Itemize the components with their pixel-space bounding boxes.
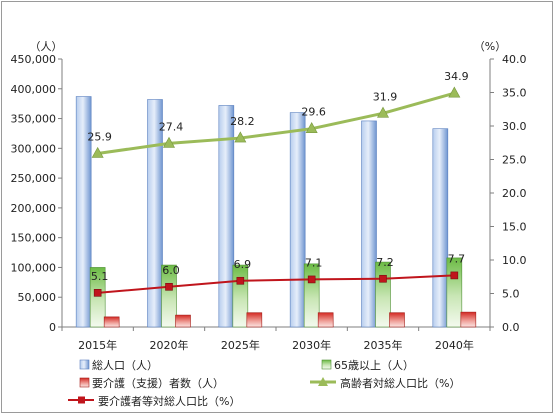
bar-care-needed: [460, 311, 477, 328]
bar-care-needed: [103, 316, 120, 328]
data-label-care-ratio: 7.7: [448, 252, 466, 265]
marker-elderly-ratio: [305, 122, 318, 133]
marker-elderly-ratio: [376, 106, 390, 118]
x-tick-label: 2020年: [150, 338, 189, 352]
x-tick-label: 2040年: [435, 338, 474, 352]
y-left-tick-label: 450,000: [11, 53, 57, 66]
y-left-tick-label: 350,000: [11, 113, 57, 126]
x-tick-label: 2015年: [78, 338, 117, 352]
data-label-care-ratio: 5.1: [91, 270, 109, 283]
y-left-tick-label: 200,000: [11, 202, 57, 215]
data-label-elderly-ratio: 28.2: [230, 115, 255, 128]
data-label-elderly-ratio: 34.9: [444, 70, 469, 83]
bar-aged-65-plus: [161, 264, 177, 328]
lines: 25.9 27.4 28.2 29.6 31.9 34.9 5.1 6.0 6.9 7.1 7.2 7…: [87, 70, 469, 297]
bar-total-population: [75, 96, 92, 328]
marker-care-ratio: [379, 274, 387, 283]
legend-marker: [318, 377, 328, 386]
marker-elderly-ratio: [448, 86, 461, 98]
data-label-care-ratio: 6.0: [162, 264, 180, 277]
marker-elderly-ratio: [162, 136, 176, 148]
x-tick-labels: 2015年 2020年 2025年 2030年 2035年 2040年: [78, 338, 474, 352]
x-tick-label: 2035年: [364, 338, 403, 352]
y-left-tick-label: 300,000: [11, 142, 57, 155]
data-label-elderly-ratio: 25.9: [87, 130, 112, 143]
bar-care-needed: [317, 312, 334, 328]
x-tick-label: 2025年: [221, 338, 260, 352]
x-tick-label: 2030年: [292, 338, 331, 352]
y-left-tick-label: 250,000: [11, 172, 57, 185]
y-right-tick-label: 30.0: [502, 120, 527, 133]
bar-aged-65-plus: [303, 263, 320, 328]
bar-aged-65-plus: [446, 257, 463, 328]
y-right-tick-labels: 0.0 5.0 10.0 15.0 20.0 25.0 30.0 35.0 40.0: [502, 53, 527, 334]
line-care-ratio: [97, 274, 455, 294]
legend-label: 要介護者等対総人口比（%）: [98, 394, 240, 408]
y-right-tick-label: 35.0: [502, 87, 527, 100]
legend-swatch: [79, 359, 90, 370]
y-right-tick-label: 20.0: [502, 187, 527, 200]
y-right-tick-label: 0.0: [502, 321, 520, 334]
data-label-care-ratio: 7.1: [305, 256, 323, 269]
legend-label: 総人口（人）: [92, 358, 158, 372]
y-left-tick-label: 150,000: [11, 232, 57, 245]
y-right-tick-label: 10.0: [502, 254, 527, 267]
legend-label: 要介護（支援）者数（人）: [92, 376, 224, 390]
bar-total-population: [361, 120, 377, 328]
y-right-tick-label: 5.0: [502, 288, 520, 301]
bar-aged-65-plus: [232, 264, 249, 328]
y-left-tick-labels: 0 50,000 100,000 150,000 200,000 250,000 300,0…: [11, 53, 57, 334]
y-right-tick-label: 25.0: [502, 154, 527, 167]
marker-care-ratio: [450, 271, 459, 280]
marker-care-ratio: [165, 282, 173, 291]
bar-aged-65-plus: [375, 261, 391, 328]
marker-care-ratio: [236, 276, 245, 285]
bar-total-population: [147, 99, 163, 328]
line-elderly-ratio: [97, 91, 455, 155]
bar-care-needed: [246, 312, 263, 328]
data-label-elderly-ratio: 29.6: [301, 106, 326, 119]
marker-care-ratio: [93, 289, 102, 297]
data-label-elderly-ratio: 31.9: [373, 90, 398, 103]
bar-care-needed: [175, 314, 191, 328]
legend-marker: [78, 396, 85, 404]
bars: [75, 96, 477, 328]
legend-swatch: [321, 359, 332, 370]
y-right-unit: （%）: [474, 40, 506, 53]
y-left-tick-label: 0: [49, 321, 56, 334]
legend: 総人口（人） 65歳以上（人） 要介護（支援）者数（人） 高齢者対総人口比（%） 要介護…: [68, 358, 460, 408]
bar-total-population: [218, 105, 235, 328]
marker-elderly-ratio: [91, 146, 104, 158]
bar-care-needed: [389, 312, 405, 328]
y-left-unit: （人）: [30, 40, 63, 53]
data-label-care-ratio: 7.2: [376, 256, 394, 269]
data-label-care-ratio: 6.9: [234, 258, 252, 271]
y-left-tick-label: 50,000: [18, 291, 57, 304]
y-right-tick-label: 40.0: [502, 53, 527, 66]
legend-label: 65歳以上（人）: [334, 359, 414, 372]
axes: [58, 58, 494, 331]
legend-swatch: [79, 377, 90, 388]
marker-care-ratio: [307, 275, 316, 284]
marker-elderly-ratio: [234, 131, 247, 143]
legend-label: 高齢者対総人口比（%）: [340, 376, 460, 390]
y-left-tick-label: 400,000: [11, 83, 57, 96]
y-left-tick-label: 100,000: [11, 261, 57, 274]
data-label-elderly-ratio: 27.4: [159, 120, 184, 133]
y-right-tick-label: 15.0: [502, 221, 527, 234]
bar-total-population: [432, 128, 449, 328]
bar-aged-65-plus: [89, 267, 106, 328]
bar-total-population: [289, 112, 306, 328]
